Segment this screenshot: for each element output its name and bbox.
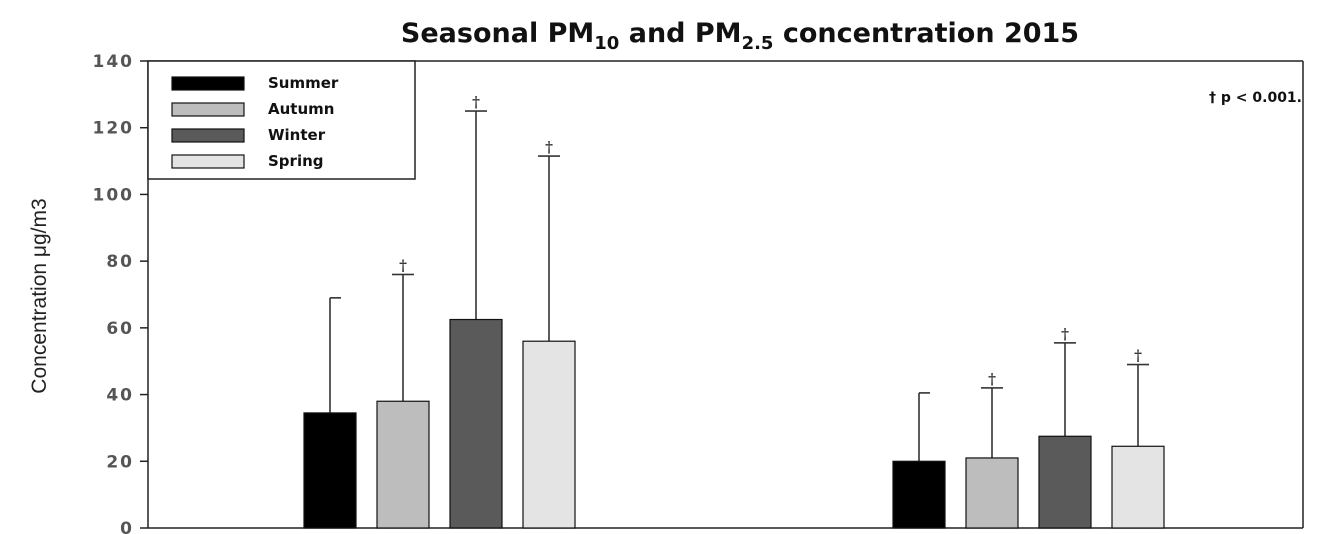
legend-swatch bbox=[171, 154, 245, 169]
y-tick-label: 60 bbox=[106, 319, 134, 339]
y-tick-label: 100 bbox=[93, 185, 135, 205]
significance-dagger: † bbox=[1134, 347, 1142, 365]
chart-title: Seasonal PM10 and PM2.5 concentration 20… bbox=[401, 18, 1079, 54]
significance-dagger: † bbox=[988, 370, 996, 388]
bar bbox=[892, 460, 946, 529]
y-tick-label: 140 bbox=[93, 52, 135, 72]
y-tick-label: 120 bbox=[93, 119, 135, 139]
bar bbox=[376, 400, 430, 529]
bar bbox=[449, 318, 503, 529]
title-part: and PM bbox=[619, 18, 741, 49]
title-part: Seasonal PM bbox=[401, 18, 594, 49]
legend-label: Spring bbox=[268, 152, 324, 170]
legend-label: Autumn bbox=[268, 100, 334, 118]
y-tick-label: 80 bbox=[106, 252, 134, 272]
title-subscript-pm25: 2.5 bbox=[742, 33, 774, 54]
title-part: concentration 2015 bbox=[773, 18, 1079, 49]
y-tick-label: 0 bbox=[120, 519, 134, 534]
bar bbox=[1111, 445, 1165, 529]
bar bbox=[303, 412, 357, 529]
legend: Summer Autumn Winter Spring bbox=[147, 60, 416, 180]
y-tick-label: 40 bbox=[106, 386, 134, 406]
bar bbox=[522, 340, 576, 529]
p-value-note: † p < 0.001. bbox=[1209, 90, 1302, 106]
title-subscript-pm10: 10 bbox=[594, 33, 619, 54]
legend-swatch bbox=[171, 102, 245, 117]
y-axis-label: Concentration μg/m3 bbox=[28, 198, 51, 393]
legend-swatch bbox=[171, 128, 245, 143]
plot-area: 0 20 40 60 80 100 120 140 † † † † † † bbox=[93, 52, 1304, 534]
bar bbox=[965, 457, 1019, 529]
significance-dagger: † bbox=[472, 93, 480, 111]
significance-dagger: † bbox=[1061, 325, 1069, 343]
legend-label: Summer bbox=[268, 74, 339, 92]
bar bbox=[1038, 435, 1092, 529]
y-tick-label: 20 bbox=[106, 452, 134, 472]
legend-swatch bbox=[171, 76, 245, 91]
significance-dagger: † bbox=[545, 138, 553, 156]
significance-dagger: † bbox=[399, 256, 407, 274]
legend-label: Winter bbox=[268, 126, 326, 144]
